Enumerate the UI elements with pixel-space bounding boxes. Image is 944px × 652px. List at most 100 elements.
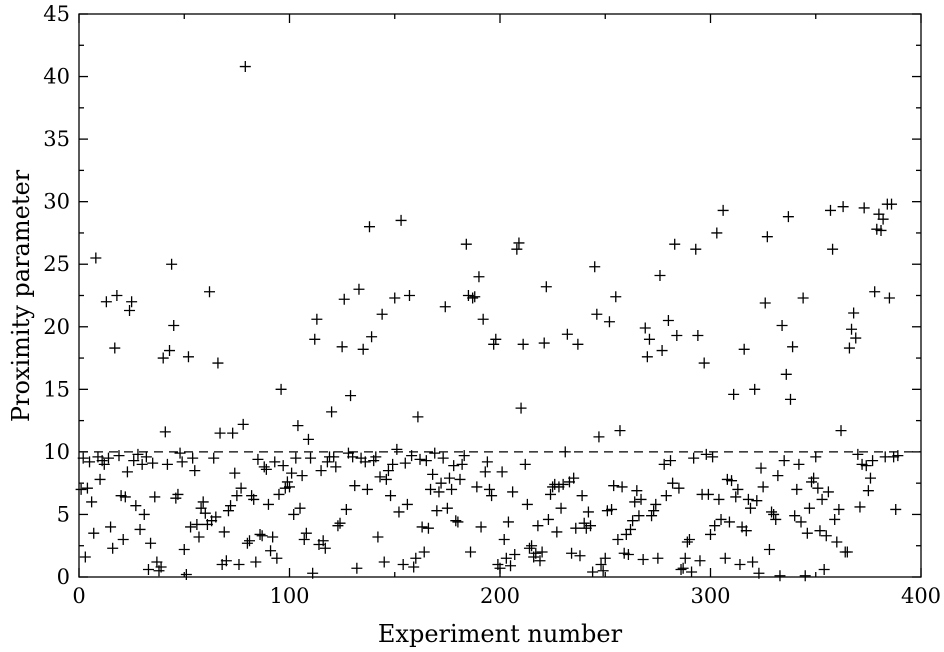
data-point [641,351,653,363]
data-point [347,451,359,463]
data-point [408,561,420,573]
data-point [479,466,491,478]
data-point [124,305,136,317]
data-point [656,345,668,357]
data-point [810,451,822,463]
data-point [351,562,363,574]
data-point [639,322,651,334]
data-point [526,540,538,552]
data-point [471,481,483,493]
data-point [690,243,702,255]
data-point [774,570,786,582]
data-point [702,488,714,500]
data-point [284,481,295,493]
data-point [273,488,285,500]
data-point [625,523,637,535]
data-point [357,343,369,355]
data-point [559,446,571,458]
data-point [730,491,742,503]
data-point [757,481,769,493]
data-point [231,490,243,502]
data-point [824,204,836,216]
data-point [812,482,824,494]
data-point [568,472,580,484]
data-point [374,471,386,483]
data-point [174,447,186,459]
data-point [168,320,180,332]
data-point [481,456,493,468]
data-point [145,537,157,549]
data-point [307,567,319,579]
data-point [237,418,249,430]
data-point [519,458,531,470]
data-point [256,530,268,542]
data-point [460,238,472,250]
data-point [517,338,529,350]
data-point [241,537,253,549]
data-point [877,213,889,225]
data-point [768,508,780,520]
data-point [629,496,641,508]
data-point [102,452,114,464]
data-point [591,308,603,320]
data-point [130,500,142,512]
data-point [574,550,586,562]
data-point [787,341,799,353]
data-point [622,548,634,560]
data-point [132,448,144,460]
data-point [507,486,519,498]
data-point [441,502,453,514]
x-tick-label: 0 [72,584,85,608]
data-point [391,443,403,455]
data-point [100,296,112,308]
data-point [275,383,287,395]
data-point [117,533,129,545]
data-point [793,458,805,470]
data-point [713,493,725,505]
data-point [490,333,502,345]
data-point [88,527,100,539]
data-point [726,475,738,487]
data-point [401,498,413,510]
data-point [835,425,847,437]
data-point [134,523,146,535]
data-point [427,468,439,480]
data-point [585,520,597,532]
data-point [172,488,184,500]
data-point [829,513,841,525]
data-point [679,552,691,564]
data-point [846,323,858,335]
data-point [182,351,194,363]
data-point [269,456,281,468]
data-point [389,292,401,304]
y-tick-label: 40 [43,65,70,89]
data-point [795,516,807,528]
data-point [892,450,904,462]
data-point [422,522,434,534]
data-point [572,338,584,350]
data-point [683,533,695,545]
data-point [305,452,317,464]
data-point [681,536,693,548]
data-point [538,337,550,349]
data-point [229,467,241,479]
data-point [734,558,746,570]
data-point [147,457,159,469]
data-point [658,458,670,470]
data-point [225,500,237,512]
data-point [435,477,447,489]
data-point [458,450,470,462]
y-axis-title: Proximity parameter [7,169,35,422]
data-point [406,450,418,462]
data-point [385,490,397,502]
data-point [669,238,681,250]
data-point [111,290,123,301]
data-point [315,465,327,477]
data-point [610,291,622,303]
data-point [288,508,300,520]
axis-ticks [78,13,922,578]
data-point [662,315,674,327]
y-tick-label: 45 [43,2,70,26]
data-point [86,496,98,508]
data-point [557,478,569,490]
